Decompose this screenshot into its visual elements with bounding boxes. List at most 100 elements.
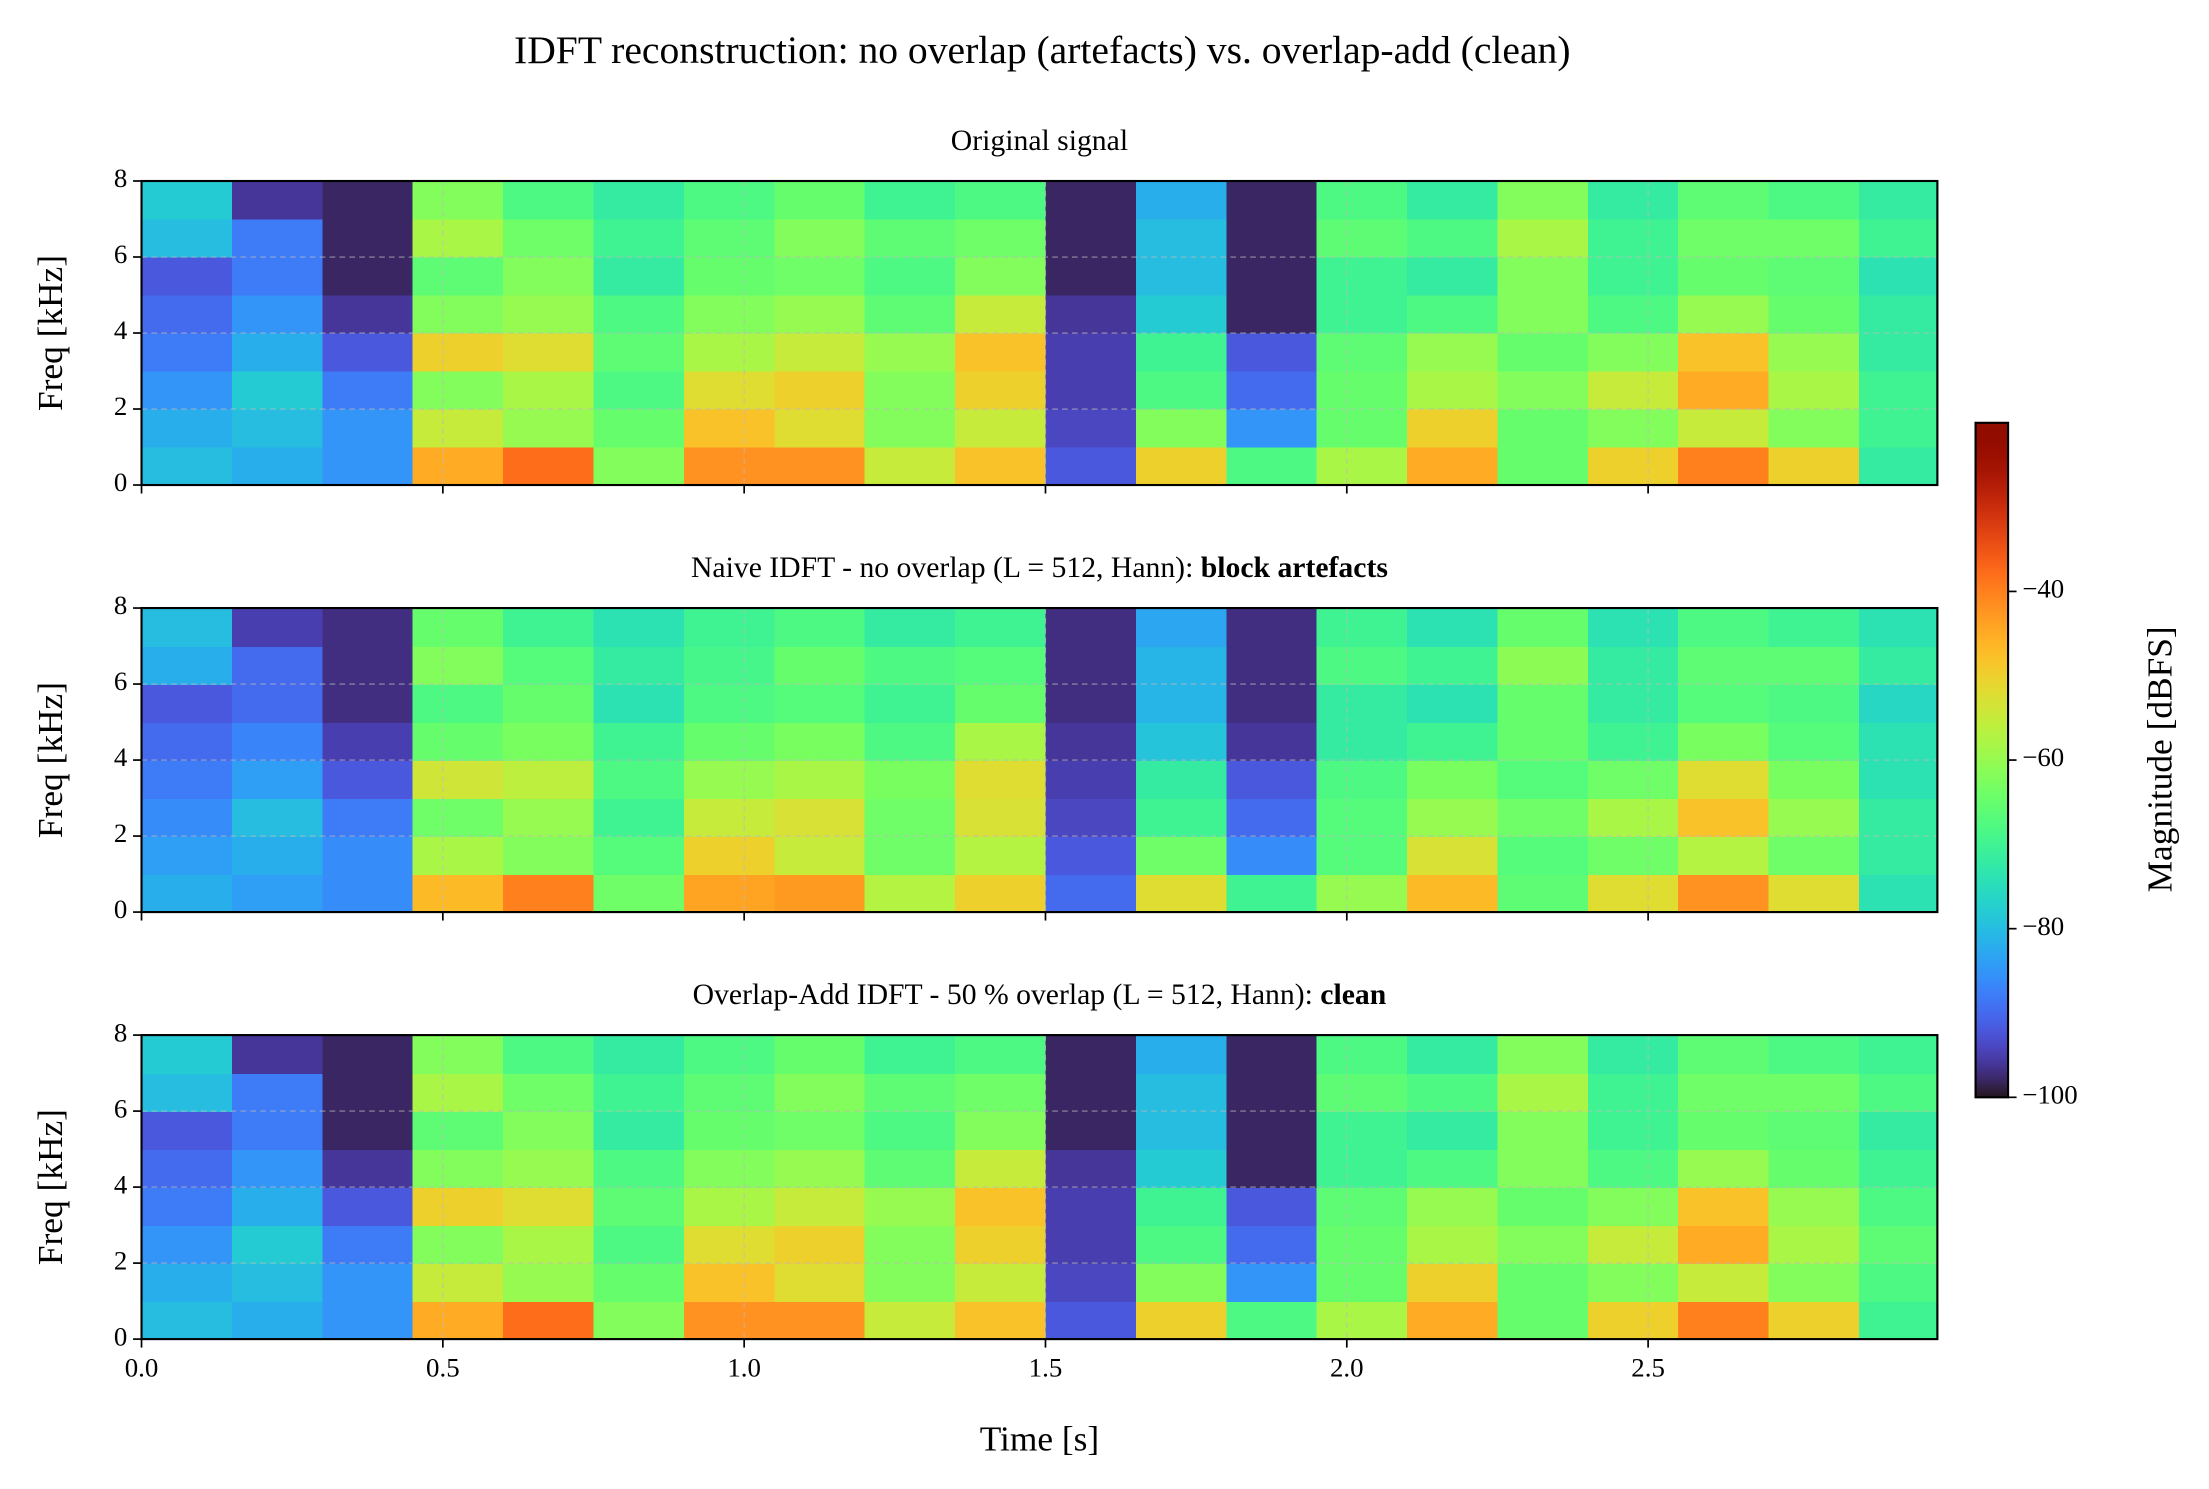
heatmap-cell: [1497, 722, 1589, 761]
heatmap-cell: [322, 219, 414, 258]
heatmap-cell: [1497, 646, 1589, 685]
heatmap-cell: [774, 608, 866, 647]
heatmap-cell: [1678, 1263, 1770, 1302]
heatmap-cell: [1497, 333, 1589, 372]
y-tick-label: 2: [114, 1245, 127, 1275]
heatmap-cell: [1316, 1149, 1408, 1188]
heatmap-cell: [141, 760, 233, 799]
x-axis-label: Time [s]: [980, 1418, 1099, 1458]
heatmap-cell: [1045, 1073, 1137, 1112]
heatmap-cell: [1226, 295, 1318, 334]
heatmap-cell: [864, 684, 956, 723]
heatmap-cell: [1859, 1073, 1939, 1112]
heatmap-cell: [231, 371, 324, 410]
heatmap-cell: [593, 684, 685, 723]
heatmap-cell: [1135, 1263, 1227, 1302]
heatmap-cell: [774, 1187, 866, 1226]
heatmap-cell: [1497, 1187, 1589, 1226]
heatmap-cell: [774, 798, 866, 837]
y-tick-label: 2: [114, 391, 127, 421]
heatmap-cell: [593, 1301, 685, 1340]
heatmap-cell: [412, 608, 504, 647]
heatmap-cell: [231, 409, 324, 448]
heatmap-cell: [955, 684, 1047, 723]
heatmap-cell: [1226, 180, 1318, 220]
heatmap-cell: [955, 608, 1047, 647]
heatmap-cell: [864, 1073, 956, 1112]
heatmap-cell: [1678, 295, 1770, 334]
heatmap-cell: [1316, 1263, 1408, 1302]
heatmap-cell: [864, 874, 956, 913]
heatmap-cell: [141, 447, 233, 486]
heatmap-cell: [1135, 798, 1227, 837]
heatmap-cell: [412, 760, 504, 799]
heatmap-cell: [1407, 722, 1499, 761]
heatmap-cell: [774, 1149, 866, 1188]
heatmap-cell: [322, 295, 414, 334]
heatmap-cell: [864, 1187, 956, 1226]
heatmap-cell: [1135, 1187, 1227, 1226]
heatmap-cell: [1497, 295, 1589, 334]
heatmap-cell: [412, 1035, 504, 1074]
heatmap-cell: [1045, 333, 1137, 372]
heatmap-cell: [864, 722, 956, 761]
heatmap-cell: [322, 836, 414, 875]
heatmap-cell: [141, 608, 233, 647]
heatmap-cell: [1316, 295, 1408, 334]
y-tick-label: 0: [114, 894, 127, 924]
heatmap-cell: [1135, 371, 1227, 410]
heatmap-cell: [322, 409, 414, 448]
heatmap-cell: [1497, 1073, 1589, 1112]
heatmap-cell: [1768, 1073, 1860, 1112]
heatmap-cell: [1226, 722, 1318, 761]
heatmap-cell: [412, 1073, 504, 1112]
heatmap-cell: [141, 1111, 233, 1150]
heatmap-cell: [1859, 180, 1939, 220]
panel-title: Overlap-Add IDFT - 50 % overlap (L = 512…: [693, 979, 1387, 1011]
heatmap-cell: [1859, 409, 1939, 448]
heatmap-cell: [1587, 1187, 1679, 1226]
y-tick-label: 4: [114, 1169, 128, 1199]
heatmap-cell: [1316, 447, 1408, 486]
heatmap-cell: [503, 219, 595, 258]
colorbar-tick-label: −60: [2022, 742, 2064, 772]
heatmap-cell: [1407, 1187, 1499, 1226]
heatmap-cell: [593, 180, 685, 220]
heatmap-cell: [1316, 257, 1408, 296]
heatmap-cell: [1768, 1301, 1860, 1340]
heatmap-cell: [1768, 371, 1860, 410]
heatmap-cell: [1497, 798, 1589, 837]
heatmap-cell: [955, 333, 1047, 372]
heatmap-cell: [231, 257, 324, 296]
heatmap-cell: [593, 1187, 685, 1226]
heatmap-cell: [1768, 1187, 1860, 1226]
heatmap-cell: [503, 180, 595, 220]
heatmap-cell: [1407, 1225, 1499, 1264]
axes-frame: [140, 606, 1939, 914]
heatmap-cell: [774, 1111, 866, 1150]
heatmap-cell: [955, 219, 1047, 258]
heatmap-cell: [1497, 608, 1589, 647]
colorbar-tick-label: −100: [2022, 1079, 2077, 1109]
heatmap-cell: [1859, 798, 1939, 837]
heatmap-cell: [1045, 1187, 1137, 1226]
heatmap-cell: [1045, 1225, 1137, 1264]
heatmap-cell: [1135, 1149, 1227, 1188]
heatmap-cell: [1226, 1073, 1318, 1112]
heatmap-cell: [683, 608, 776, 647]
heatmap-cell: [231, 219, 324, 258]
heatmap-cell: [141, 333, 233, 372]
heatmap-cell: [231, 684, 324, 723]
panel-title-bold: clean: [1320, 979, 1386, 1011]
heatmap-cell: [1678, 1301, 1770, 1340]
heatmap-cell: [955, 1187, 1047, 1226]
heatmap-cell: [1497, 447, 1589, 486]
heatmap-cell: [774, 1263, 866, 1302]
heatmap-cell: [1497, 180, 1589, 220]
heatmap-cell: [1135, 295, 1227, 334]
heatmap-cell: [503, 1263, 595, 1302]
panel: 0.0 0.5 1.0 1.5 2.0 2.5 0 2 4 6 8 Freq [kHz] Overlap…: [30, 979, 1939, 1382]
y-axis-label: Freq [kHz]: [30, 1109, 70, 1265]
heatmap-cell: [141, 684, 233, 723]
heatmap-cell: [955, 447, 1047, 486]
